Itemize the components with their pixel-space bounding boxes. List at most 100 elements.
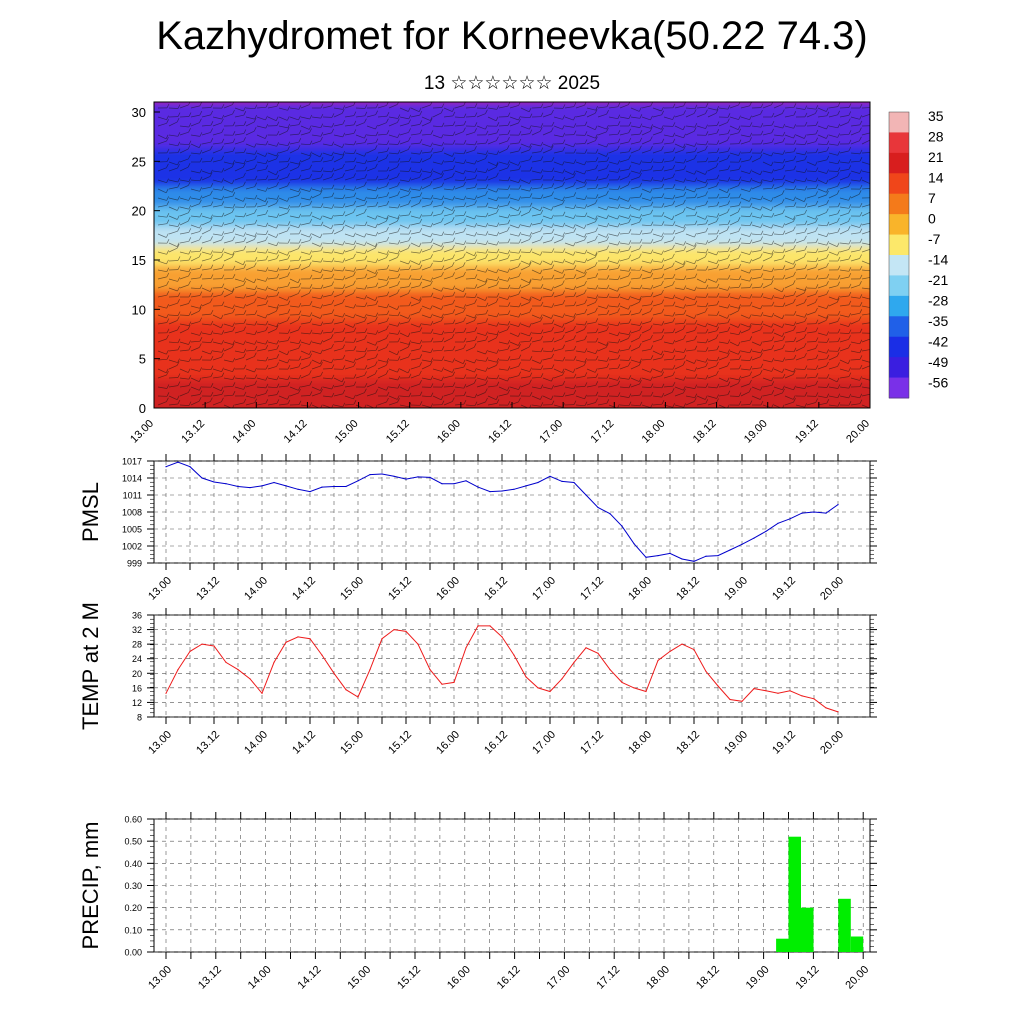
heat-xtick-label-14: 20.00 — [844, 418, 872, 446]
panel-precip-xtick-label-0: 13.00 — [146, 964, 174, 992]
pmsl-point-3 — [201, 477, 203, 479]
temp-point-52 — [789, 690, 791, 692]
panel-pmsl-ytick-label-0: 999 — [127, 559, 142, 569]
temp-point-4 — [213, 645, 215, 647]
colorbar-swatch-5 — [889, 214, 909, 236]
temp-point-19 — [393, 629, 395, 631]
pmsl-point-21 — [417, 476, 419, 478]
temp-point-42 — [669, 650, 671, 653]
heat-ytick-label-3: 15 — [132, 253, 146, 268]
colorbar-swatch-10 — [889, 316, 909, 338]
temp-point-30 — [525, 676, 527, 678]
heat-band-9 — [154, 102, 870, 148]
panel-pmsl-xtick-label-9: 17.12 — [578, 575, 606, 603]
panel-temp-ytick-label-6: 32 — [132, 625, 142, 635]
pmsl-point-30 — [525, 485, 527, 487]
temp-point-3 — [201, 643, 203, 645]
pmsl-point-55 — [825, 512, 827, 514]
panel-pmsl-xtick-label-13: 19.12 — [770, 575, 798, 603]
temp-point-24 — [453, 681, 455, 684]
colorbar-label-5: 0 — [928, 211, 936, 227]
panel-temp-xtick-label-1: 13.12 — [194, 729, 222, 757]
wind-barbs — [157, 102, 870, 408]
panel-pmsl-ytick-label-4: 1011 — [123, 491, 142, 501]
temperature-wind-heatmap: 0 5 10 15 20 25 30 13.00 13.12 14.00 14.12 15.00 15.… — [128, 101, 872, 446]
temp-point-25 — [465, 647, 467, 649]
colorbar-label-0: 35 — [928, 108, 944, 124]
pmsl-panel: 999 1002 1005 1008 1011 1014 1017 13.00 13.12 14.… — [78, 454, 877, 603]
panel-frame-temp — [153, 614, 871, 718]
panel-pmsl-xtick-label-6: 16.00 — [434, 575, 462, 603]
colorbar: 35 28 21 14 7 0 -7 -14 -21 -28 -35 -42 -49 -56 — [888, 108, 948, 399]
panel-temp-ytick-label-1: 12 — [132, 698, 142, 708]
colorbar-swatch-13 — [889, 377, 909, 399]
pmsl-point-40 — [645, 556, 647, 558]
panel-precip-ytick-label-5: 0.50 — [124, 837, 142, 847]
pmsl-point-43 — [681, 558, 683, 560]
temp-point-31 — [537, 687, 539, 689]
heat-xtick-label-0: 13.00 — [128, 418, 156, 446]
panel-pmsl-ylabel: PMSL — [78, 482, 103, 542]
pmsl-point-4 — [213, 481, 215, 483]
panel-precip-xtick-label-11: 18.12 — [694, 964, 722, 992]
heat-xtick-label-3: 14.12 — [282, 418, 310, 446]
pmsl-point-39 — [633, 543, 635, 545]
pmsl-point-34 — [573, 481, 575, 484]
pmsl-point-20 — [405, 478, 407, 480]
panel-precip-xtick-label-10: 18.00 — [644, 964, 672, 992]
panel-precip-ytick-label-2: 0.20 — [124, 903, 142, 913]
temp-point-17 — [369, 669, 371, 671]
pmsl-point-36 — [597, 506, 599, 509]
colorbar-swatch-7 — [889, 255, 909, 276]
colorbar-swatch-4 — [889, 193, 909, 215]
panel-pmsl-xtick-label-12: 19.00 — [722, 575, 750, 603]
colorbar-swatch-9 — [889, 295, 909, 317]
colorbar-label-6: -7 — [928, 231, 941, 247]
temp-point-2 — [189, 650, 191, 653]
panel-pmsl-xtick-label-5: 15.12 — [386, 575, 414, 603]
temp-panel: 8 12 16 20 24 28 32 36 13.00 13.12 14.00 14.12 15.00… — [78, 602, 877, 757]
pmsl-point-7 — [249, 487, 251, 489]
panel-temp-xtick-label-3: 14.12 — [290, 729, 318, 757]
temp-point-8 — [261, 692, 263, 694]
panel-pmsl-ytick-label-1: 1002 — [122, 542, 142, 552]
temp-point-13 — [321, 654, 323, 656]
precip-bar-2 — [801, 907, 814, 952]
pmsl-point-54 — [813, 511, 815, 513]
panel-precip-xtick-label-13: 19.12 — [794, 964, 822, 992]
heat-ytick-label-4: 20 — [132, 204, 146, 219]
heat-xtick-label-13: 19.12 — [793, 418, 821, 446]
temp-point-10 — [285, 641, 287, 643]
temp-point-15 — [345, 689, 347, 691]
pmsl-point-28 — [501, 490, 503, 492]
temp-point-27 — [489, 625, 491, 627]
panel-temp-xtick-label-4: 15.00 — [338, 729, 366, 757]
colorbar-swatch-8 — [889, 275, 909, 297]
colorbar-swatch-1 — [889, 132, 909, 154]
pmsl-point-33 — [561, 480, 563, 482]
temp-point-40 — [645, 690, 647, 693]
pmsl-point-15 — [345, 485, 347, 488]
panel-precip-xtick-label-14: 20.00 — [843, 964, 871, 992]
colorbar-label-13: -56 — [928, 375, 948, 391]
heat-band-3 — [154, 263, 870, 291]
temp-point-1 — [177, 669, 179, 671]
heat-band-4 — [154, 244, 870, 266]
panel-precip-ytick-label-3: 0.30 — [124, 881, 142, 891]
heat-ytick-label-1: 5 — [139, 352, 146, 367]
heat-ytick-label-6: 30 — [132, 105, 146, 120]
pmsl-point-29 — [513, 488, 515, 490]
pmsl-point-11 — [297, 488, 299, 490]
panel-precip-xtick-label-12: 19.00 — [744, 964, 772, 992]
temp-point-32 — [549, 690, 551, 693]
panel-temp-xtick-label-14: 20.00 — [818, 729, 846, 757]
colorbar-swatch-12 — [889, 357, 909, 379]
pmsl-point-51 — [777, 522, 779, 524]
pmsl-point-47 — [729, 549, 731, 551]
heat-ytick-label-5: 25 — [132, 154, 146, 169]
pmsl-point-8 — [261, 485, 263, 487]
pmsl-point-42 — [669, 552, 671, 555]
temp-point-5 — [225, 661, 227, 664]
panel-temp-ytick-label-5: 28 — [132, 640, 142, 650]
temp-point-50 — [765, 690, 767, 692]
